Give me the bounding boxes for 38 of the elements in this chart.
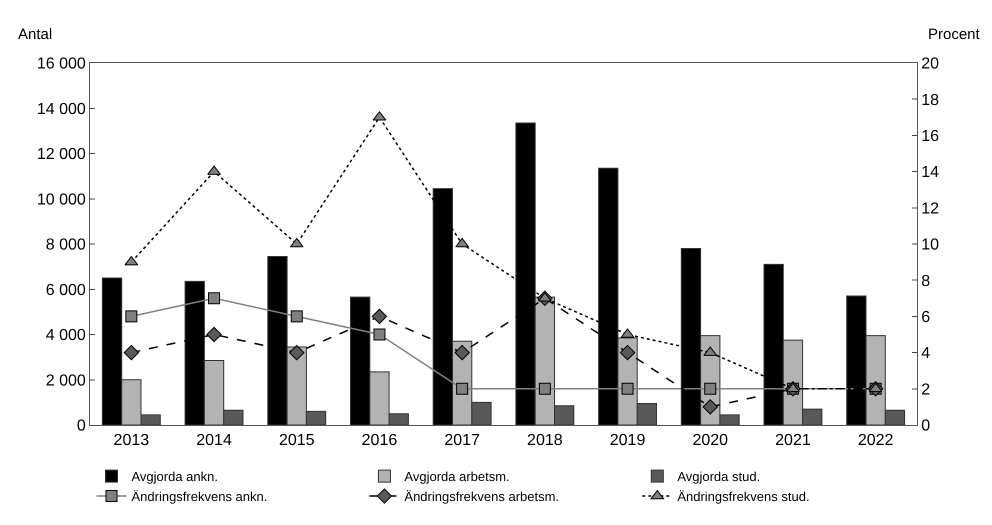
y2-tick-label: 6 bbox=[921, 309, 930, 326]
x-tick-label: 2021 bbox=[775, 432, 811, 450]
x-tick-label: 2016 bbox=[362, 432, 398, 450]
y2-tick-label: 10 bbox=[921, 236, 940, 254]
y-tick-label: 8 000 bbox=[46, 236, 86, 254]
x-tick-label: 2013 bbox=[114, 432, 150, 450]
x-tick-label: 2015 bbox=[278, 432, 315, 450]
y-tick-label: 0 bbox=[76, 418, 86, 435]
y2-axis-title: Procent bbox=[928, 26, 981, 43]
y-tick-label: 2 000 bbox=[46, 372, 86, 390]
y2-tick-label: 18 bbox=[921, 92, 940, 109]
y-tick-label: 14 000 bbox=[36, 100, 86, 118]
legend-label: Ändringsfrekvens ankn. bbox=[132, 489, 268, 504]
x-tick-label: 2019 bbox=[610, 432, 646, 450]
y-tick-label: 6 000 bbox=[46, 282, 86, 299]
y2-tick-label: 2 bbox=[921, 381, 930, 398]
legend-label: Avgjorda stud. bbox=[677, 469, 760, 484]
y-tick-label: 10 000 bbox=[36, 191, 86, 208]
legend-label: Avgjorda arbetsm. bbox=[404, 469, 510, 484]
y-tick-label: 12 000 bbox=[36, 146, 86, 164]
x-tick-label: 2018 bbox=[527, 432, 563, 450]
y2-tick-label: 8 bbox=[921, 272, 930, 290]
x-tick-label: 2022 bbox=[858, 432, 894, 450]
y2-tick-label: 16 bbox=[921, 128, 940, 145]
y2-tick-label: 12 bbox=[921, 200, 940, 218]
y2-tick-label: 4 bbox=[921, 345, 930, 362]
y2-tick-label: 0 bbox=[921, 418, 930, 435]
y-tick-label: 16 000 bbox=[36, 56, 86, 73]
y2-tick-label: 14 bbox=[921, 164, 940, 182]
legend-label: Ändringsfrekvens arbetsm. bbox=[404, 489, 560, 504]
x-tick-label: 2020 bbox=[692, 432, 728, 450]
legend-label: Ändringsfrekvens stud. bbox=[677, 489, 810, 504]
legend-label: Avgjorda ankn. bbox=[132, 469, 218, 484]
y2-tick-label: 20 bbox=[921, 56, 940, 73]
y-tick-label: 4 000 bbox=[46, 327, 86, 344]
x-tick-label: 2014 bbox=[196, 432, 232, 450]
x-tick-label: 2017 bbox=[444, 432, 480, 450]
y-axis-title: Antal bbox=[18, 26, 52, 43]
